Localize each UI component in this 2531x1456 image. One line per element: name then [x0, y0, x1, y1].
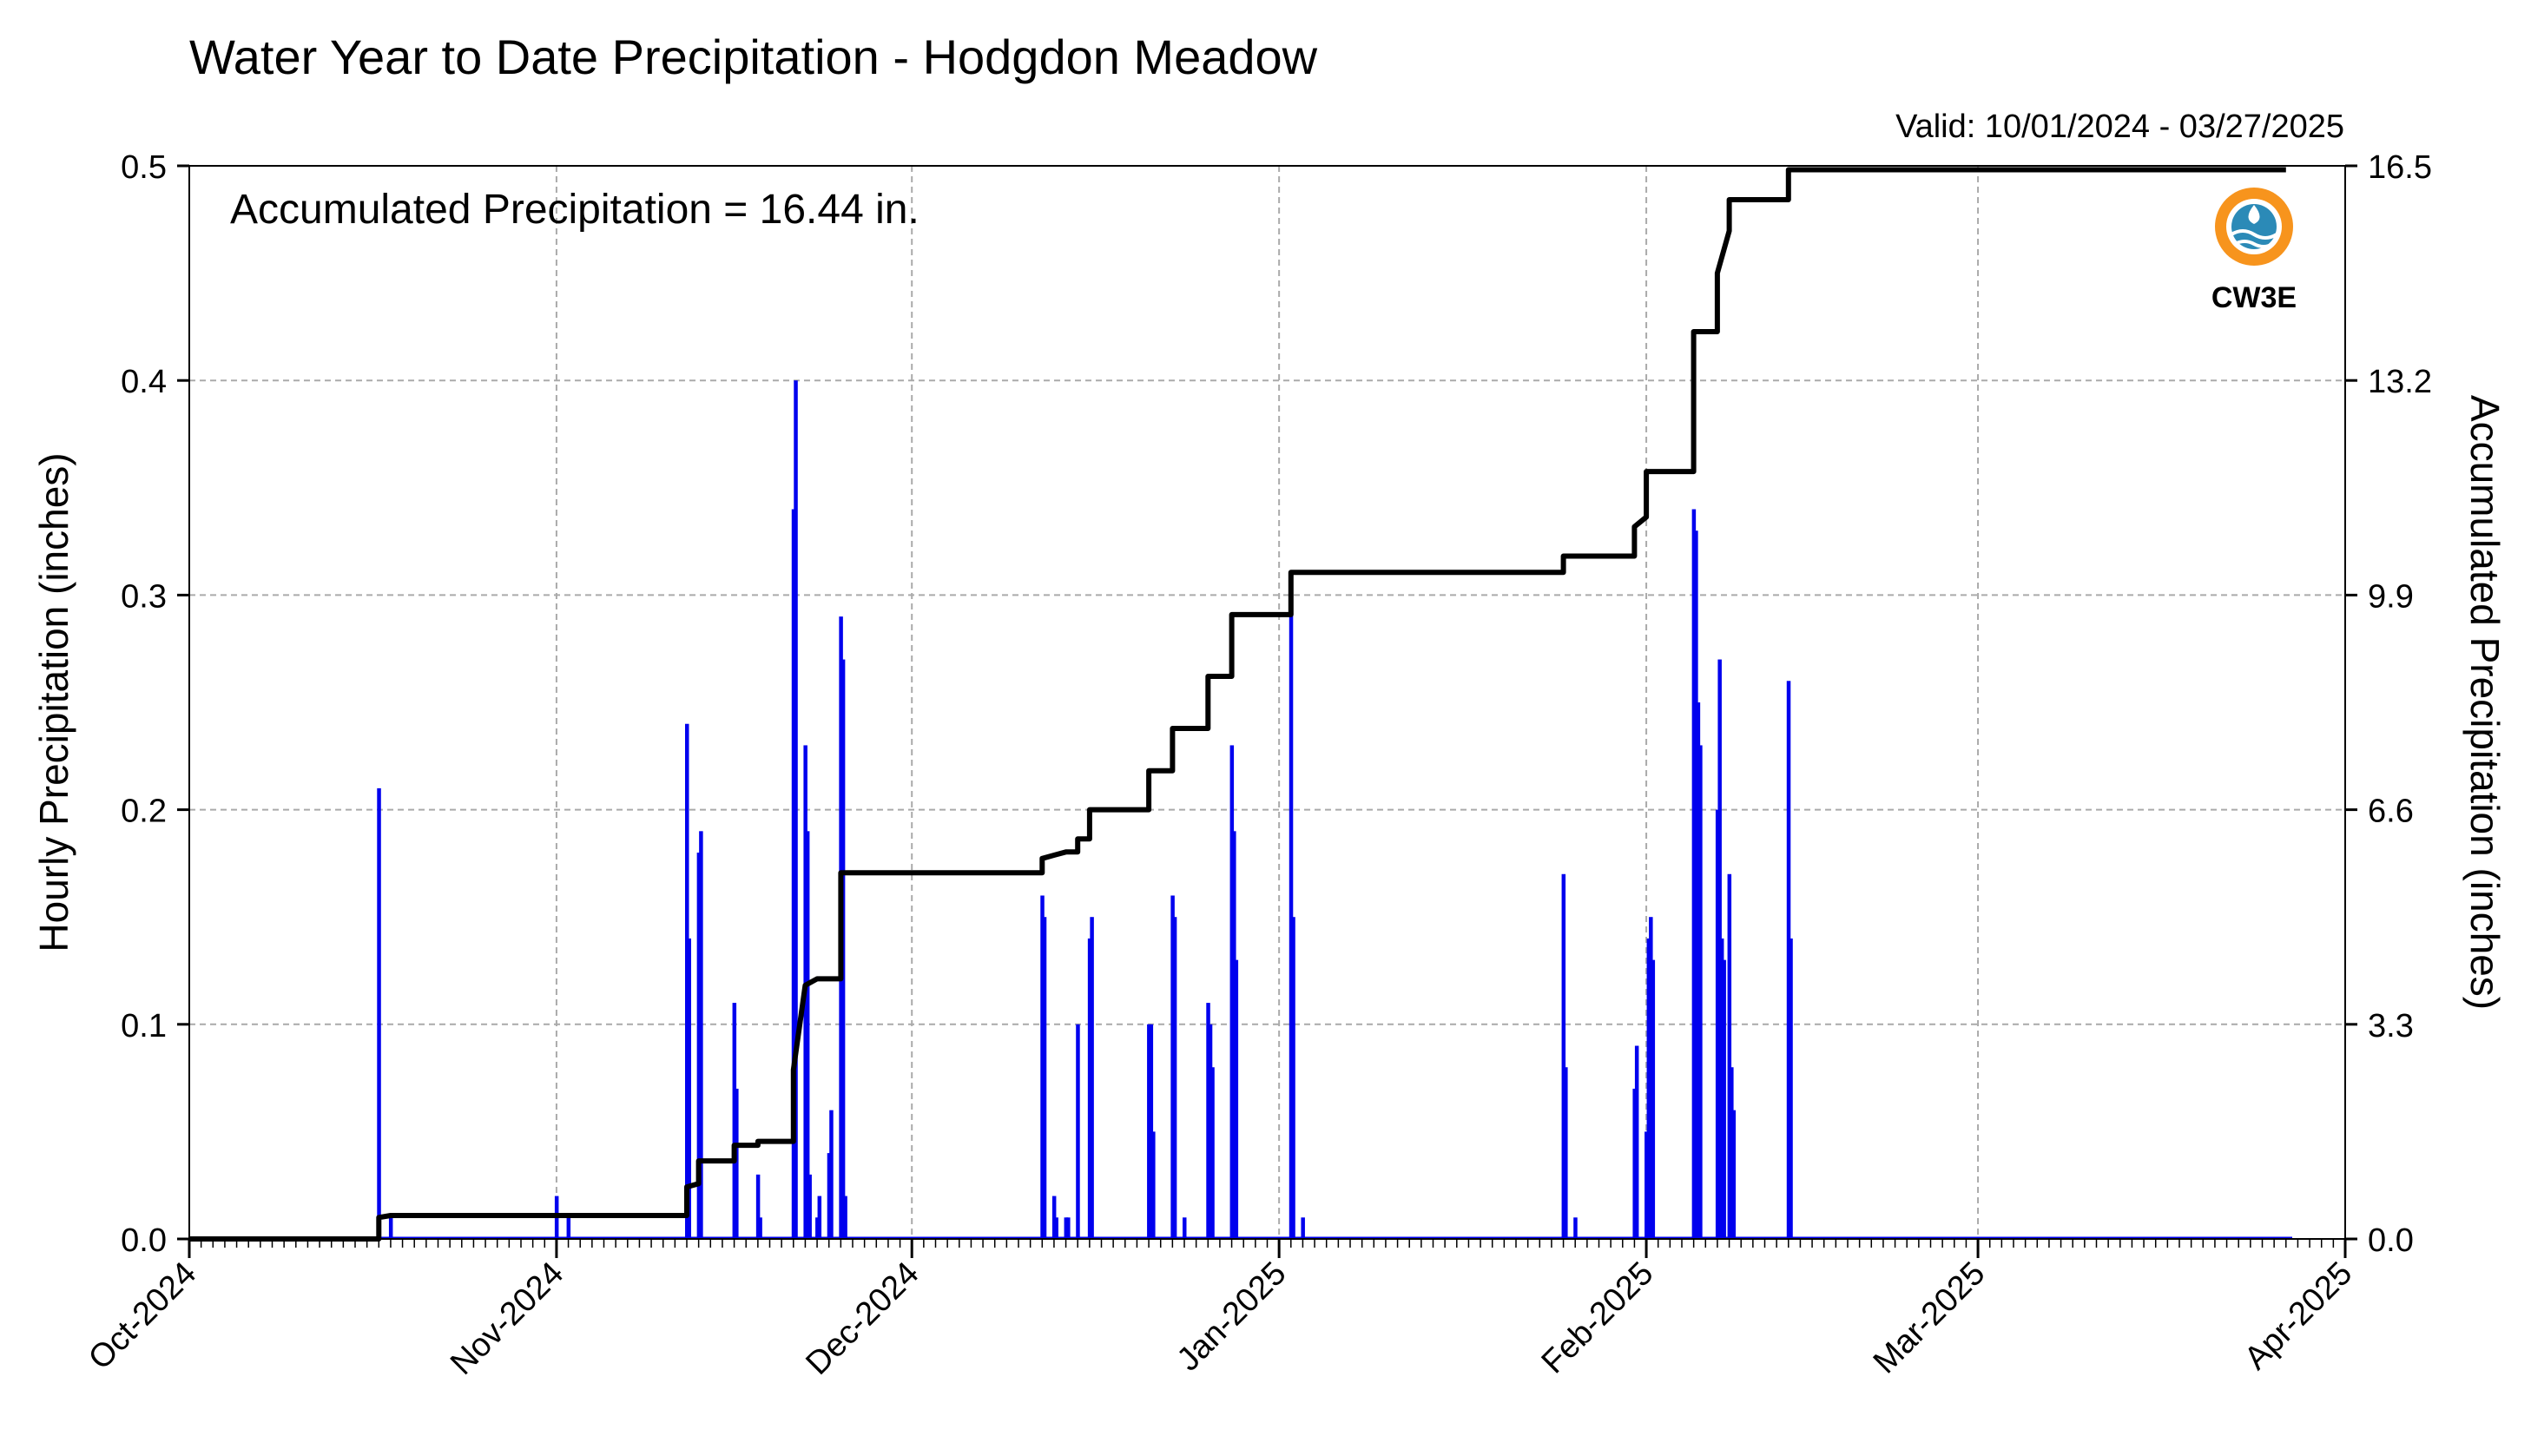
- hourly-bar: [829, 1110, 834, 1239]
- left-y-axis: 0.0 0.1 0.2 0.3 0.4 0.5: [121, 149, 189, 1259]
- valid-date-range: Valid: 10/01/2024 - 03/27/2025: [1895, 109, 2344, 145]
- hourly-bar: [1786, 681, 1791, 1239]
- logo-wave-lower: [2234, 240, 2274, 248]
- hourly-bar: [1076, 1024, 1080, 1239]
- accumulated-annotation: Accumulated Precipitation = 16.44 in.: [230, 187, 919, 233]
- hourly-bar: [1719, 938, 1724, 1239]
- hourly-bar: [388, 1217, 393, 1239]
- y-right-tick-label: 0.0: [2368, 1222, 2414, 1259]
- right-y-axis-label: Accumulated Precipitation (inches): [2462, 395, 2508, 1010]
- hourly-bar: [1727, 873, 1732, 1239]
- hourly-bar: [1561, 873, 1566, 1239]
- hourly-bar: [1646, 938, 1651, 1239]
- hourly-bar: [1632, 1088, 1637, 1239]
- accumulated-line: [189, 167, 2286, 1242]
- hourly-bar: [1170, 895, 1175, 1239]
- hourly-bar: [685, 723, 689, 1239]
- hourly-bar: [1573, 1217, 1578, 1239]
- right-y-axis: 0.0 3.3 6.6 9.9 13.2 16.5: [2345, 149, 2432, 1259]
- hourly-bar: [1042, 917, 1047, 1239]
- hourly-bar: [1147, 1024, 1151, 1239]
- left-y-axis-label: Hourly Precipitation (inches): [31, 452, 76, 952]
- hourly-bar: [1064, 1217, 1069, 1239]
- hourly-bar: [1789, 938, 1793, 1239]
- logo-text: CW3E: [2211, 281, 2297, 314]
- hourly-bar: [1232, 831, 1236, 1239]
- hourly-bar: [1691, 509, 1697, 1239]
- hourly-bar: [1694, 530, 1698, 1239]
- hourly-bar: [1649, 917, 1653, 1239]
- hourly-bar: [817, 1196, 822, 1239]
- hourly-bar: [1090, 917, 1094, 1239]
- hourly-bar: [1564, 1067, 1568, 1239]
- y-right-tick-label: 9.9: [2368, 578, 2414, 615]
- y-left-tick-label: 0.4: [121, 364, 167, 400]
- hourly-bar: [807, 1174, 812, 1239]
- hourly-bar: [755, 1174, 761, 1239]
- logo-drop-icon: [2248, 205, 2260, 224]
- hourly-bar: [843, 1196, 847, 1239]
- y-left-tick-label: 0.1: [121, 1008, 167, 1044]
- hourly-bar: [566, 1217, 571, 1239]
- hourly-bar: [1208, 1024, 1213, 1239]
- y-left-tick-label: 0.5: [121, 149, 167, 186]
- hourly-bar: [1717, 659, 1722, 1239]
- hourly-bar: [1730, 1067, 1734, 1239]
- hourly-bar: [1206, 1003, 1210, 1239]
- hourly-bar: [732, 1003, 737, 1239]
- y-left-tick-label: 0.2: [121, 794, 167, 830]
- hourly-bar: [791, 509, 796, 1239]
- hourly-bar: [699, 831, 703, 1239]
- y-left-tick-label: 0.0: [121, 1222, 167, 1259]
- y-right-tick-label: 16.5: [2368, 149, 2432, 186]
- hourly-bar: [1301, 1217, 1305, 1239]
- hourly-bar: [1210, 1067, 1215, 1239]
- hourly-bar: [1651, 959, 1656, 1239]
- hourly-bar: [1066, 1217, 1071, 1239]
- hourly-bar: [1731, 1110, 1737, 1239]
- hourly-bar: [815, 1217, 820, 1239]
- hourly-bar: [1698, 745, 1703, 1239]
- y-right-tick-label: 6.6: [2368, 794, 2414, 830]
- cw3e-logo: CW3E: [2211, 188, 2297, 314]
- hourly-bar: [805, 831, 810, 1239]
- hourly-bar: [758, 1217, 762, 1239]
- hourly-bar: [1291, 917, 1295, 1239]
- hourly-bar: [696, 853, 702, 1239]
- hourly-bar: [687, 938, 691, 1239]
- logo-wave: [2230, 229, 2278, 240]
- hourly-bar: [1229, 745, 1235, 1239]
- hourly-bar: [1634, 1045, 1639, 1239]
- hourly-bar: [1149, 1024, 1154, 1239]
- hourly-bar: [1054, 1217, 1058, 1239]
- hourly-bar: [1289, 573, 1294, 1239]
- grid-lines: [189, 166, 2345, 1239]
- hourly-bar: [1151, 1131, 1156, 1239]
- hourly-bar: [1696, 702, 1701, 1239]
- hourly-bar: [1051, 1196, 1057, 1239]
- y-left-tick-label: 0.3: [121, 578, 167, 615]
- hourly-bar: [1172, 917, 1177, 1239]
- hourly-bar: [827, 1153, 832, 1239]
- hourly-bar: [1644, 1131, 1649, 1239]
- hourly-bar: [1722, 959, 1726, 1239]
- chart-title: Water Year to Date Precipitation - Hodgd…: [189, 30, 1318, 84]
- y-right-tick-label: 3.3: [2368, 1008, 2414, 1044]
- hourly-bar: [377, 787, 381, 1239]
- hourly-bar: [794, 380, 798, 1239]
- y-right-tick-label: 13.2: [2368, 364, 2432, 400]
- hourly-bar: [1715, 809, 1720, 1239]
- hourly-bar: [1234, 959, 1239, 1239]
- hourly-bar: [735, 1088, 739, 1239]
- hourly-bar: [1040, 895, 1045, 1239]
- hourly-bar: [1087, 938, 1092, 1239]
- hourly-bar: [1183, 1217, 1187, 1239]
